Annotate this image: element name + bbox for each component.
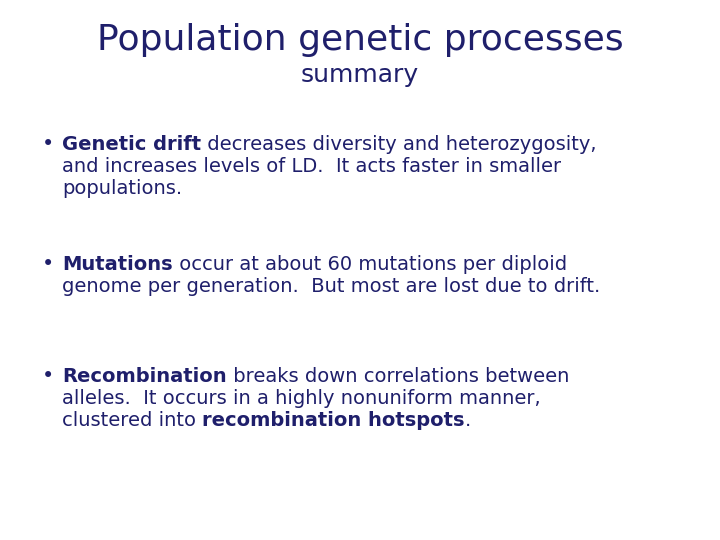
Text: alleles.  It occurs in a highly nonuniform manner,: alleles. It occurs in a highly nonunifor…	[62, 389, 541, 408]
Text: breaks down correlations between: breaks down correlations between	[227, 367, 569, 386]
Text: •: •	[42, 366, 54, 386]
Text: •: •	[42, 134, 54, 154]
Text: summary: summary	[301, 63, 419, 87]
Text: occur at about 60 mutations per diploid: occur at about 60 mutations per diploid	[173, 255, 567, 274]
Text: .: .	[464, 411, 471, 430]
Text: Genetic drift: Genetic drift	[62, 135, 201, 154]
Text: populations.: populations.	[62, 179, 182, 198]
Text: clustered into: clustered into	[62, 411, 202, 430]
Text: Mutations: Mutations	[62, 255, 173, 274]
Text: •: •	[42, 254, 54, 274]
Text: Population genetic processes: Population genetic processes	[96, 23, 624, 57]
Text: and increases levels of LD.  It acts faster in smaller: and increases levels of LD. It acts fast…	[62, 157, 561, 176]
Text: genome per generation.  But most are lost due to drift.: genome per generation. But most are lost…	[62, 277, 600, 296]
Text: recombination hotspots: recombination hotspots	[202, 411, 464, 430]
Text: decreases diversity and heterozygosity,: decreases diversity and heterozygosity,	[201, 135, 597, 154]
Text: Recombination: Recombination	[62, 367, 227, 386]
